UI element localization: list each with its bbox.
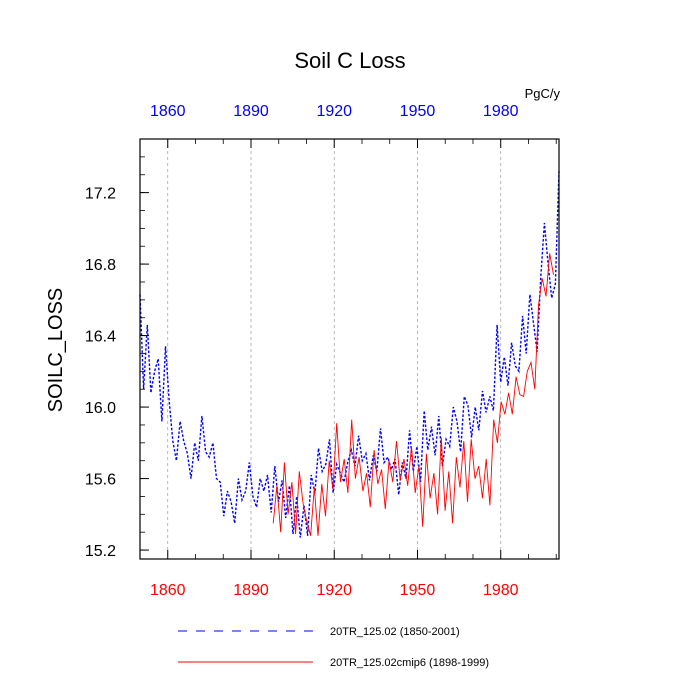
x-tick-label-bottom: 1950 (400, 582, 436, 599)
x-tick-label-top: 1860 (150, 103, 186, 120)
y-tick-label: 16.8 (85, 257, 116, 274)
legend: 20TR_125.02 (1850-2001) 20TR_125.02cmip6… (178, 626, 489, 669)
axes: 1860 1860 1890 1890 1920 1920 1950 1950 1980 1980… (85, 103, 557, 599)
legend-label-series-1: 20TR_125.02 (1850-2001) (330, 626, 460, 638)
x-tick-label-bottom: 1920 (316, 582, 352, 599)
x-tick-label-top: 1890 (233, 103, 269, 120)
series-layer (139, 171, 560, 538)
x-tick-label-top: 1920 (316, 103, 352, 120)
series-line-1 (139, 171, 560, 538)
series-line-2 (272, 253, 554, 536)
x-tick-label-bottom: 1860 (150, 582, 186, 599)
x-tick-label-top: 1950 (400, 103, 436, 120)
legend-label-series-2: 20TR_125.02cmip6 (1898-1999) (330, 657, 489, 669)
y-tick-label: 16.0 (85, 400, 116, 417)
y-tick-label: 15.2 (85, 543, 116, 560)
y-tick-label: 17.2 (85, 186, 116, 203)
y-tick-label: 15.6 (85, 472, 116, 489)
y-axis-label: SOILC_LOSS (45, 288, 67, 413)
y-tick-label: 16.4 (85, 329, 116, 346)
units-label: PgC/y (525, 86, 561, 101)
x-tick-label-bottom: 1890 (233, 582, 269, 599)
plot-frame (139, 138, 560, 560)
x-tick-label-bottom: 1980 (483, 582, 519, 599)
x-tick-label-top: 1980 (483, 103, 519, 120)
chart-title: Soil C Loss (294, 48, 405, 73)
